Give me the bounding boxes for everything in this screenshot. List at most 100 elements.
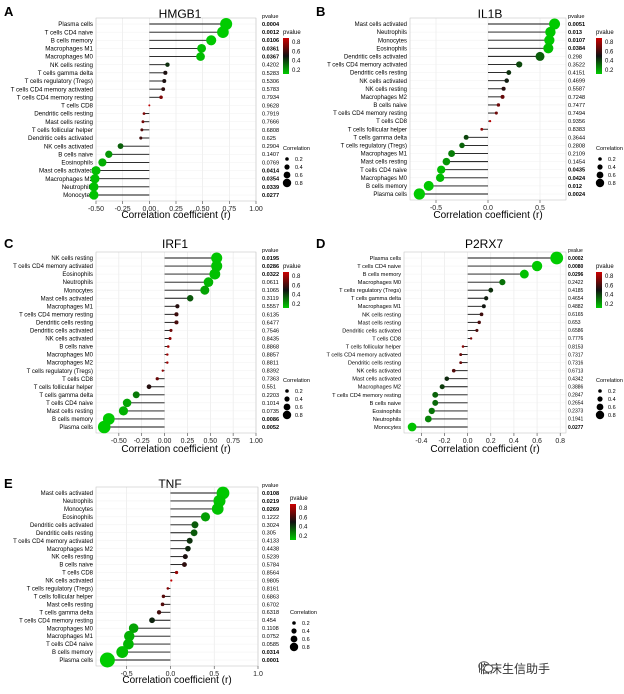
lollipop-dot (481, 304, 486, 309)
pvalue-label: 0.0354 (262, 177, 280, 183)
lollipop-dot (124, 630, 135, 642)
pvalue-label: 0.6713 (568, 368, 584, 374)
x-tick-label: -0.50 (111, 438, 127, 445)
pvalue-label: 0.7248 (568, 95, 585, 101)
category-label: T cells regulatory (Tregs) (27, 587, 93, 593)
legend-tick: 0.2 (605, 68, 614, 74)
category-label: B cells naive (370, 401, 401, 407)
lollipop-dot (500, 94, 505, 99)
pvalue-label: 0.653 (568, 320, 581, 326)
size-key (595, 178, 605, 188)
pvalue-label: 0.2203 (262, 393, 279, 399)
category-label: T cells CD4 naive (360, 168, 408, 174)
pvalue-label: 0.7934 (262, 95, 279, 101)
category-label: Dendritic cells activated (30, 329, 93, 335)
pvalue-label: 0.3644 (568, 135, 585, 141)
size-key (285, 157, 289, 161)
lollipop-dot (166, 587, 170, 590)
pvalue-label: 0.4133 (262, 539, 279, 545)
lollipop-dot (97, 420, 111, 434)
x-axis-title: Correlation coefficient (r) (122, 675, 231, 686)
category-label: T cells CD4 memory resting (17, 94, 94, 101)
lollipop-dot (506, 70, 512, 75)
category-label: B cells memory (52, 417, 93, 423)
pvalue-label: 0.6135 (262, 312, 279, 318)
pvalue-label: 0.3024 (262, 523, 279, 529)
category-label: Eosinophils (61, 160, 93, 167)
pvalue-label: 0.9628 (262, 103, 279, 109)
pvalue-label: 0.7363 (262, 377, 279, 383)
category-label: T cells CD4 naive (45, 29, 94, 36)
panel-title: IL1B (478, 7, 503, 21)
category-label: Macrophages M2 (361, 95, 408, 101)
x-tick-label: -0.5 (121, 671, 133, 678)
category-label: T cells regulatory (Tregs) (339, 288, 401, 294)
legend-tick: 0.8 (292, 274, 301, 280)
x-tick-label: 0.50 (196, 206, 210, 213)
pvalue-label: 0.4202 (262, 63, 279, 69)
x-tick-label: 0.75 (223, 206, 237, 213)
lollipop-dot (182, 554, 188, 560)
pvalue-label: 0.5587 (568, 87, 585, 93)
pvalue-label: 0.4882 (568, 304, 584, 310)
legend-tick: 0.4 (608, 165, 616, 171)
color-bar (283, 38, 289, 74)
pvalue-label: 0.7776 (568, 336, 584, 342)
lollipop-dot (98, 158, 107, 167)
lollipop-dot (105, 150, 113, 158)
legend-tick: 0.6 (608, 405, 616, 411)
lollipop-dot (159, 95, 163, 100)
lollipop-dot (423, 180, 434, 191)
category-label: Monocytes (374, 425, 401, 431)
category-label: T cells CD8 (61, 103, 93, 110)
category-label: Macrophages M0 (358, 280, 401, 286)
pvalue-label: 0.8161 (262, 586, 279, 592)
category-label: Dendritic cells activated (342, 328, 401, 334)
category-label: B cells memory (363, 272, 401, 278)
category-label: B cells memory (52, 650, 93, 656)
lollipop-dot (123, 638, 134, 650)
plot-area (403, 251, 567, 434)
x-tick-label: 1.00 (249, 206, 263, 213)
pvalue-label: 0.7316 (568, 360, 584, 366)
pvalue-label: 0.6586 (568, 328, 584, 334)
pvalue-label: 0.8435 (262, 336, 279, 342)
pvalue-label: 0.8868 (262, 344, 279, 350)
category-label: NK cells activated (45, 337, 93, 343)
size-key (291, 628, 297, 634)
legend-tick: 0.6 (605, 283, 614, 289)
pvalue-label: 0.6702 (262, 602, 279, 608)
legend-tick: 0.4 (295, 165, 303, 171)
legend-tick: 0.4 (292, 59, 301, 65)
pvalue-label: 0.6863 (262, 594, 279, 600)
pvalue-label: 0.0002 (568, 256, 584, 262)
category-label: Dendritic cells resting (36, 531, 93, 537)
legend-tick: 0.4 (295, 397, 303, 403)
pvalue-label: 0.0384 (568, 46, 586, 52)
category-label: Plasma cells (373, 192, 407, 198)
panel-title: HMGB1 (159, 7, 202, 21)
x-tick-label: 0.25 (181, 438, 195, 445)
legend-tick: 0.4 (299, 525, 308, 531)
pvalue-label: 0.1407 (262, 152, 279, 158)
pvalue-label: 0.1014 (262, 401, 279, 407)
category-label: T cells follicular helper (32, 127, 93, 134)
correlation-legend: Correlation 0.2 0.4 0.6 0.8 (289, 610, 317, 652)
category-label: T cells CD4 memory resting (19, 312, 93, 318)
category-label: Mast cells activated (352, 377, 401, 383)
pvalue-label: 0.7317 (568, 352, 584, 358)
pvalue-label: 0.0435 (568, 168, 585, 174)
lollipop-dot (439, 384, 445, 390)
legend-tick: 0.6 (292, 283, 301, 289)
pvalue-label: 0.625 (262, 136, 276, 142)
pvalue-label: 0.0769 (262, 160, 279, 166)
pvalue-label: 0.0024 (568, 192, 586, 198)
category-label: Eosinophils (372, 409, 401, 415)
category-label: Macrophages M2 (358, 385, 401, 391)
plot-area (95, 486, 259, 667)
category-label: Neutrophils (62, 184, 93, 191)
lollipop-dot (217, 26, 229, 38)
category-label: Macrophages M1 (361, 152, 408, 158)
pvalue-label: 0.4342 (568, 376, 584, 382)
pvalue-label: 0.6477 (262, 320, 279, 326)
